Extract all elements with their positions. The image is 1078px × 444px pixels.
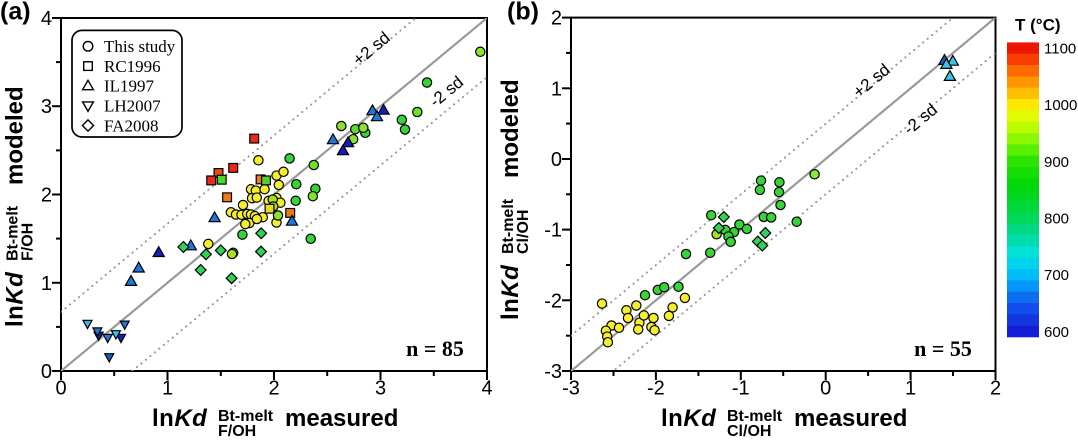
svg-text:lnKd: lnKd xyxy=(2,271,29,327)
svg-text:-1: -1 xyxy=(544,220,562,242)
svg-text:4: 4 xyxy=(41,8,52,30)
svg-text:n = 55: n = 55 xyxy=(914,336,972,361)
svg-text:600: 600 xyxy=(1044,324,1069,341)
svg-text:-2: -2 xyxy=(544,290,562,312)
svg-text:Bt-melt: Bt-melt xyxy=(500,198,517,254)
svg-text:4: 4 xyxy=(481,378,492,400)
svg-text:0: 0 xyxy=(551,149,562,171)
svg-text:-1: -1 xyxy=(732,378,750,400)
svg-text:modeled: modeled xyxy=(497,79,524,178)
svg-text:2: 2 xyxy=(41,185,52,207)
svg-text:LH2007: LH2007 xyxy=(104,97,161,116)
svg-text:This study: This study xyxy=(104,37,176,56)
svg-text:F/OH: F/OH xyxy=(218,423,256,439)
svg-text:1: 1 xyxy=(162,378,173,400)
svg-text:Cl/OH: Cl/OH xyxy=(515,210,532,254)
svg-text:(a): (a) xyxy=(0,0,31,26)
svg-text:measured: measured xyxy=(794,405,907,432)
svg-text:FA2008: FA2008 xyxy=(104,116,158,135)
svg-text:1: 1 xyxy=(551,78,562,100)
svg-text:2: 2 xyxy=(268,378,279,400)
svg-text:IL1997: IL1997 xyxy=(104,77,155,96)
svg-text:800: 800 xyxy=(1044,211,1069,228)
svg-text:lnKd: lnKd xyxy=(497,264,524,320)
svg-text:2: 2 xyxy=(990,378,1001,400)
svg-text:lnKd: lnKd xyxy=(152,405,208,432)
svg-text:measured: measured xyxy=(285,405,398,432)
svg-text:0: 0 xyxy=(41,361,52,383)
svg-text:-2: -2 xyxy=(647,378,665,400)
svg-text:1000: 1000 xyxy=(1044,97,1077,114)
svg-text:(b): (b) xyxy=(507,0,539,26)
svg-text:F/OH: F/OH xyxy=(20,223,37,261)
svg-text:Bt-melt: Bt-melt xyxy=(5,205,22,261)
svg-text:900: 900 xyxy=(1044,154,1069,171)
svg-text:1100: 1100 xyxy=(1044,41,1076,58)
svg-text:0: 0 xyxy=(55,378,66,400)
svg-text:modeled: modeled xyxy=(2,86,29,185)
svg-text:T (°C): T (°C) xyxy=(1015,16,1061,35)
svg-text:Bt-melt: Bt-melt xyxy=(218,408,274,425)
svg-text:Bt-melt: Bt-melt xyxy=(727,408,783,425)
svg-text:-3: -3 xyxy=(562,378,580,400)
svg-text:n = 85: n = 85 xyxy=(406,336,464,361)
svg-text:2: 2 xyxy=(551,8,562,30)
svg-text:-3: -3 xyxy=(544,361,562,383)
svg-text:RC1996: RC1996 xyxy=(104,57,161,76)
svg-text:3: 3 xyxy=(41,96,52,118)
svg-text:0: 0 xyxy=(820,378,831,400)
svg-text:lnKd: lnKd xyxy=(661,405,717,432)
svg-text:Cl/OH: Cl/OH xyxy=(727,423,771,439)
svg-text:700: 700 xyxy=(1044,267,1069,284)
svg-text:1: 1 xyxy=(905,378,916,400)
svg-text:1: 1 xyxy=(41,273,52,295)
svg-text:3: 3 xyxy=(375,378,386,400)
